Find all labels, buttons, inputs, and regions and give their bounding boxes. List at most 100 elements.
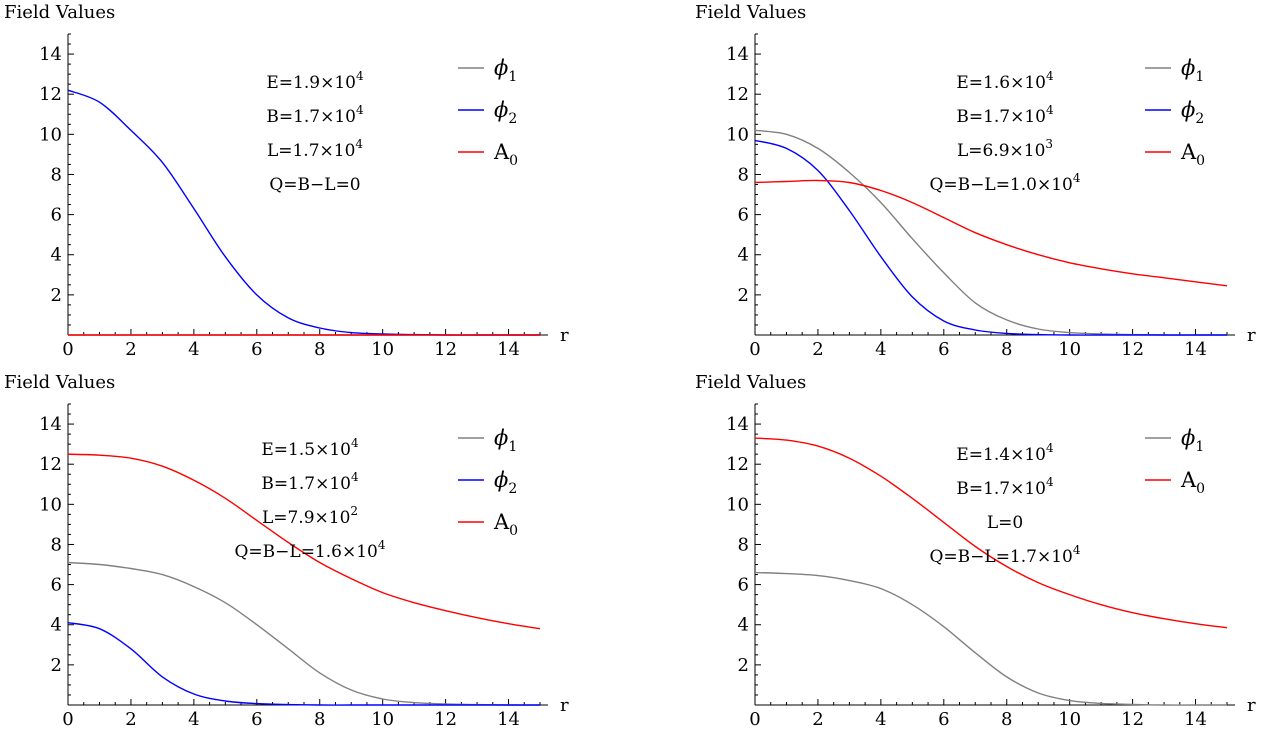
legend-entry: A0 (1180, 140, 1205, 169)
x-tick-label: 8 (1001, 339, 1012, 360)
x-tick-label: 0 (62, 339, 73, 360)
y-axis-label: Field Values (695, 372, 806, 393)
y-tick-label: 12 (726, 84, 749, 105)
y-tick-label: 10 (726, 494, 749, 515)
x-tick-label: 6 (938, 339, 949, 360)
x-tick-label: 0 (749, 339, 760, 360)
x-axis-label: r (1247, 325, 1256, 346)
y-axis-label: Field Values (4, 2, 115, 23)
chart-panel-2: Field Values 0 2 4 6 8 10 12 14 2 4 6 8 10 12 14 r E=1.6×… (695, 2, 1256, 360)
y-tick-label: 12 (39, 454, 62, 475)
annotation-line: L=0 (987, 513, 1023, 533)
y-tick-label: 8 (738, 164, 749, 185)
x-axis-label: r (560, 695, 569, 716)
x-tick-label: 4 (875, 709, 886, 730)
annotation-line: E=1.4×104 (956, 441, 1054, 465)
y-tick-label: 6 (738, 575, 749, 596)
series-line-3 (754, 179, 1228, 287)
annotation-line: Q=B−L=1.6×104 (234, 538, 385, 562)
annotation-line: Q=B−L=0 (269, 175, 360, 195)
annotation-line: E=1.6×104 (956, 69, 1054, 93)
x-axis-label: r (1247, 695, 1256, 716)
legend-entry: ϕ1 (494, 56, 517, 85)
annotation-line: L=6.9×103 (957, 137, 1053, 161)
y-tick-label: 4 (738, 245, 749, 266)
y-tick-label: 6 (738, 205, 749, 226)
y-tick-label: 14 (39, 44, 62, 65)
legend-entry: A0 (493, 510, 518, 539)
y-tick-label: 10 (39, 124, 62, 145)
x-tick-label: 6 (251, 709, 262, 730)
y-tick-label: 4 (51, 615, 62, 636)
annotation-line: E=1.5×104 (261, 436, 359, 460)
y-tick-label: 12 (39, 84, 62, 105)
x-tick-label: 2 (812, 709, 823, 730)
x-tick-label: 4 (875, 339, 886, 360)
legend-entry: ϕ1 (494, 426, 517, 455)
y-tick-label: 12 (726, 454, 749, 475)
series-line-2 (754, 437, 1228, 629)
series-line-2 (754, 139, 1227, 336)
series-line-1 (67, 561, 541, 706)
x-tick-label: 4 (188, 339, 199, 360)
x-tick-label: 4 (188, 709, 199, 730)
y-tick-label: 4 (51, 245, 62, 266)
chart-panel-1: Field Values 0 2 4 6 8 10 12 14 2 4 6 8 10 12 14 r E=1.9×… (4, 2, 569, 360)
legend-entry: ϕ2 (1181, 98, 1204, 127)
y-axis-label: Field Values (4, 372, 115, 393)
legend-entry: ϕ2 (494, 98, 517, 127)
y-tick-label: 8 (738, 534, 749, 555)
x-tick-label: 12 (1121, 709, 1144, 730)
y-tick-label: 10 (39, 494, 62, 515)
legend-entry: ϕ2 (494, 468, 517, 497)
series-line-1 (754, 129, 1227, 336)
x-tick-label: 8 (314, 339, 325, 360)
legend-entry: A0 (493, 140, 518, 169)
annotation-line: E=1.9×104 (266, 69, 364, 93)
y-tick-label: 8 (51, 534, 62, 555)
y-tick-label: 14 (726, 44, 749, 65)
y-tick-label: 2 (51, 285, 62, 306)
y-tick-label: 4 (738, 615, 749, 636)
annotation-line: Q=B−L=1.0×104 (929, 171, 1080, 195)
x-tick-label: 10 (371, 709, 394, 730)
x-tick-label: 0 (749, 709, 760, 730)
annotation-line: B=1.7×104 (266, 103, 364, 127)
x-tick-label: 2 (125, 339, 136, 360)
x-tick-label: 12 (434, 339, 457, 360)
y-tick-label: 2 (738, 285, 749, 306)
x-tick-label: 14 (1184, 339, 1207, 360)
y-tick-label: 2 (51, 655, 62, 676)
x-tick-label: 10 (1058, 339, 1081, 360)
annotation-line: B=1.7×104 (956, 103, 1054, 127)
legend-entry: A0 (1180, 468, 1205, 497)
x-tick-label: 12 (1121, 339, 1144, 360)
x-axis-label: r (560, 325, 569, 346)
annotation-line: B=1.7×104 (261, 470, 359, 494)
y-tick-label: 2 (738, 655, 749, 676)
x-tick-label: 10 (371, 339, 394, 360)
legend-entry: ϕ1 (1181, 426, 1204, 455)
y-tick-label: 14 (39, 414, 62, 435)
series-line-3 (67, 453, 541, 630)
x-tick-label: 6 (938, 709, 949, 730)
series-line-2 (67, 622, 540, 706)
x-tick-label: 14 (1184, 709, 1207, 730)
x-tick-label: 6 (251, 339, 262, 360)
annotation-line: L=1.7×104 (267, 137, 363, 161)
series-line-1 (754, 571, 1227, 706)
x-tick-label: 8 (1001, 709, 1012, 730)
y-tick-label: 6 (51, 575, 62, 596)
annotation-line: B=1.7×104 (956, 475, 1054, 499)
chart-panel-4: Field Values 0 2 4 6 8 10 12 14 2 4 6 8 10 12 14 r E=1.4×… (695, 372, 1256, 730)
y-tick-label: 14 (726, 414, 749, 435)
x-tick-label: 14 (497, 339, 520, 360)
x-tick-label: 14 (497, 709, 520, 730)
x-tick-label: 2 (812, 339, 823, 360)
chart-panel-3: Field Values 0 2 4 6 8 10 12 14 2 4 6 8 10 12 14 r E=1.5×… (4, 372, 569, 730)
x-tick-label: 0 (62, 709, 73, 730)
x-tick-label: 2 (125, 709, 136, 730)
y-tick-label: 10 (726, 124, 749, 145)
y-tick-label: 8 (51, 164, 62, 185)
